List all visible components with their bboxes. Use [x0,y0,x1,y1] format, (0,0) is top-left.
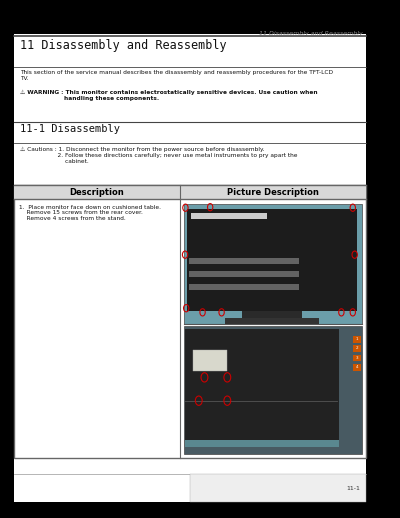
Text: 2: 2 [356,347,358,351]
Bar [187,209,356,311]
Text: ⚠ Cautions : 1. Disconnect the monitor from the power source before disassembly.: ⚠ Cautions : 1. Disconnect the monitor f… [20,147,298,164]
Bar [353,364,361,371]
Bar [189,258,299,264]
Bar [226,318,318,324]
Bar [242,311,302,324]
Bar [14,185,366,458]
Bar [190,474,366,502]
Text: 1: 1 [356,337,358,341]
Text: 11 Disassembly and Reassembly: 11 Disassembly and Reassembly [258,31,362,36]
Bar [353,355,361,362]
Text: ⚠ WARNING : This monitor contains electrostatically sensitive devices. Use cauti: ⚠ WARNING : This monitor contains electr… [20,90,318,101]
Bar [353,346,361,352]
Text: 4: 4 [356,365,358,369]
Text: This section of the service manual describes the disassembly and reassembly proc: This section of the service manual descr… [20,70,333,81]
Text: 11-1: 11-1 [346,486,360,491]
Text: 3: 3 [356,356,358,360]
Bar [186,440,339,447]
Bar [189,271,299,277]
Bar [184,204,362,324]
Text: 1.  Place monitor face down on cushioned table.
    Remove 15 screws from the re: 1. Place monitor face down on cushioned … [19,205,161,221]
Bar [184,326,362,454]
Text: 11-1 Disassembly: 11-1 Disassembly [20,124,120,134]
Bar [353,336,361,343]
Text: 11 Disassembly and Reassembly: 11 Disassembly and Reassembly [20,39,227,52]
Bar [186,329,339,447]
Bar [189,284,299,290]
Bar [14,185,366,199]
Text: Description: Description [70,188,124,197]
Bar [191,213,267,219]
Text: Picture Description: Picture Description [227,188,319,197]
Bar [193,350,227,371]
